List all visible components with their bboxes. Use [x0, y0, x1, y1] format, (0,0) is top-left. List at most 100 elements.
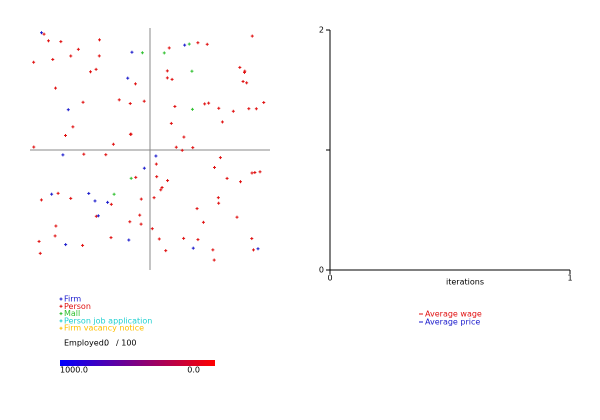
agent — [71, 125, 75, 129]
agent — [127, 238, 131, 242]
agent — [196, 41, 200, 45]
agent — [238, 65, 242, 69]
agent — [93, 199, 97, 203]
agent — [212, 258, 216, 262]
employed-total: / 100 — [116, 339, 137, 348]
agent — [61, 153, 65, 157]
agent — [96, 214, 100, 218]
agent — [256, 247, 260, 251]
agent — [180, 148, 184, 152]
agent — [217, 106, 221, 110]
x-axis-label: iterations — [446, 278, 484, 287]
agent — [54, 86, 58, 90]
agent — [38, 251, 42, 255]
agent — [69, 196, 73, 200]
agent — [140, 51, 144, 55]
agent — [170, 77, 174, 81]
employed-label: Employed: — [64, 339, 106, 348]
legend-label: Mall — [64, 309, 80, 318]
agent — [155, 175, 159, 179]
agent — [76, 47, 80, 51]
agent — [111, 142, 115, 146]
agent — [64, 243, 68, 247]
agent — [196, 238, 200, 242]
agent — [169, 121, 173, 125]
agent — [254, 107, 258, 111]
legend-marker — [59, 319, 63, 323]
agent — [129, 176, 133, 180]
agent — [251, 248, 255, 252]
agent — [128, 220, 132, 224]
legend-marker — [59, 326, 63, 330]
agent — [32, 60, 36, 64]
agent — [66, 108, 70, 112]
agent — [126, 76, 130, 80]
agent — [217, 201, 221, 205]
agent — [191, 146, 195, 150]
agent — [207, 101, 211, 105]
agent — [157, 237, 161, 241]
agent — [231, 109, 235, 113]
agent — [173, 104, 177, 108]
agent — [212, 165, 216, 169]
agent — [97, 54, 101, 58]
agent — [250, 34, 254, 38]
agent — [205, 42, 209, 46]
legend-marker — [59, 312, 63, 316]
agent — [89, 70, 93, 74]
agent — [174, 145, 178, 149]
legend-label: Person — [64, 302, 91, 311]
agent — [241, 79, 245, 83]
agent — [253, 171, 257, 175]
agent — [190, 69, 194, 73]
agent — [53, 234, 57, 238]
agent — [117, 98, 121, 102]
y-tick-label: 2 — [319, 26, 324, 35]
agent — [250, 237, 254, 241]
agent — [51, 57, 55, 61]
agent — [220, 120, 224, 124]
agent — [32, 145, 36, 149]
legend-label: Person job application — [64, 316, 152, 325]
agent — [190, 107, 194, 111]
agent — [54, 224, 58, 228]
agent — [258, 170, 262, 174]
agent — [139, 197, 143, 201]
agent — [167, 46, 171, 50]
agent — [235, 215, 239, 219]
agent — [104, 153, 108, 157]
x-tick-label: 0 — [327, 274, 332, 283]
legend-label: Average wage — [425, 310, 482, 319]
agent — [42, 32, 46, 36]
agent — [154, 154, 158, 158]
agent — [82, 152, 86, 156]
agent — [187, 42, 191, 46]
agent — [150, 227, 154, 231]
agent — [247, 107, 251, 111]
agent — [166, 179, 170, 183]
agent — [154, 162, 158, 166]
agent — [94, 67, 98, 71]
agent — [218, 156, 222, 160]
agent — [112, 192, 116, 196]
agent — [98, 38, 102, 42]
agent — [133, 82, 137, 86]
agent — [81, 100, 85, 104]
agent — [109, 236, 113, 240]
agent — [182, 135, 186, 139]
agent — [87, 191, 91, 195]
agent — [39, 198, 43, 202]
agent — [63, 133, 67, 137]
agent — [50, 192, 54, 196]
agent — [165, 76, 169, 80]
legend-label: Average price — [425, 318, 480, 327]
agent — [243, 70, 247, 74]
agent — [152, 196, 156, 200]
legend-label: Firm — [64, 295, 81, 304]
agent — [159, 188, 163, 192]
agent — [216, 196, 220, 200]
agent — [201, 220, 205, 224]
